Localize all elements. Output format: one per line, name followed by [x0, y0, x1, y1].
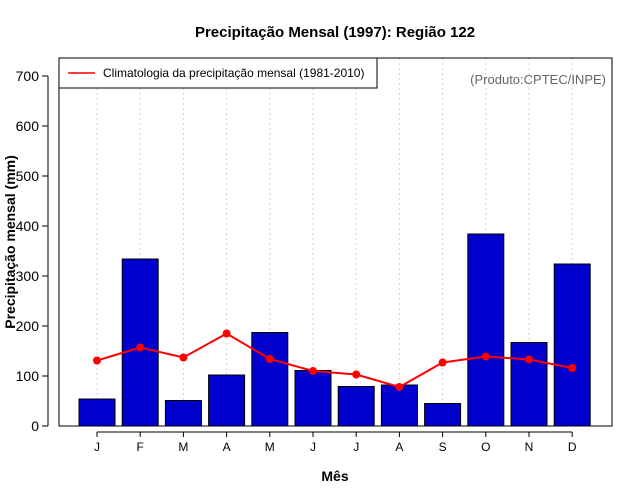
x-tick-label: M	[265, 440, 275, 454]
bar-d-12	[553, 263, 591, 427]
climatology-point-9	[438, 358, 447, 367]
y-axis: 0 100 200 300 400 500 600 700	[16, 68, 49, 434]
x-tick-label: S	[439, 440, 447, 454]
x-tick-label: M	[178, 440, 188, 454]
climatology-point-8	[395, 383, 404, 391]
y-tick-label: 200	[16, 318, 40, 334]
x-tick-label: O	[481, 440, 490, 454]
bar-m-5	[251, 332, 289, 427]
bar-j-1	[78, 398, 116, 427]
climatology-line	[96, 332, 573, 389]
y-tick-label: 0	[31, 418, 39, 434]
climatology-point-11	[525, 355, 533, 364]
bar-s-9	[424, 403, 462, 427]
bar-o-10	[467, 233, 505, 427]
x-tick-label: D	[568, 440, 577, 454]
climatology-point-10	[481, 352, 490, 361]
x-axis-title: Mês	[321, 468, 348, 484]
climatology-point-12	[568, 364, 577, 372]
climatology-point-7	[352, 370, 361, 379]
y-tick-label: 700	[16, 68, 40, 84]
x-tick-label: A	[395, 440, 403, 454]
y-tick-label: 400	[16, 218, 40, 234]
credit-annotation: (Produto:CPTEC/INPE)	[470, 72, 606, 87]
y-tick-label: 100	[16, 368, 40, 384]
climatology-point-5	[265, 355, 274, 363]
bar-a-4	[208, 374, 246, 427]
bar-n-11	[510, 342, 548, 427]
legend: Climatologia da precipitação mensal (198…	[58, 57, 378, 89]
legend-box	[58, 57, 378, 89]
x-tick-label: A	[223, 440, 231, 454]
climatology-point-2	[136, 343, 145, 352]
bar-j-7	[337, 386, 375, 427]
x-tick-label: J	[94, 440, 100, 454]
chart-title: Precipitação Mensal (1997): Região 122	[195, 24, 475, 41]
bars-group	[78, 233, 591, 427]
climatology-point-3	[179, 353, 188, 362]
climatology-point-1	[93, 356, 101, 365]
x-tick-label: N	[525, 440, 534, 454]
bar-f-2	[121, 258, 159, 427]
bar-a-8	[380, 384, 418, 427]
y-tick-label: 500	[16, 168, 40, 184]
bar-j-6	[294, 370, 332, 427]
x-tick-label: F	[137, 440, 144, 454]
bar-m-3	[164, 400, 202, 427]
x-tick-label: J	[353, 440, 359, 454]
y-tick-label: 300	[16, 268, 40, 284]
x-tick-label: J	[310, 440, 316, 454]
climatology-line-group	[93, 329, 577, 391]
legend-label: Climatologia da precipitação mensal (198…	[103, 66, 364, 80]
y-tick-label: 600	[16, 118, 40, 134]
climatology-point-6	[309, 367, 317, 375]
y-axis-title: Precipitação mensal (mm)	[2, 155, 18, 329]
climatology-point-4	[222, 329, 231, 338]
